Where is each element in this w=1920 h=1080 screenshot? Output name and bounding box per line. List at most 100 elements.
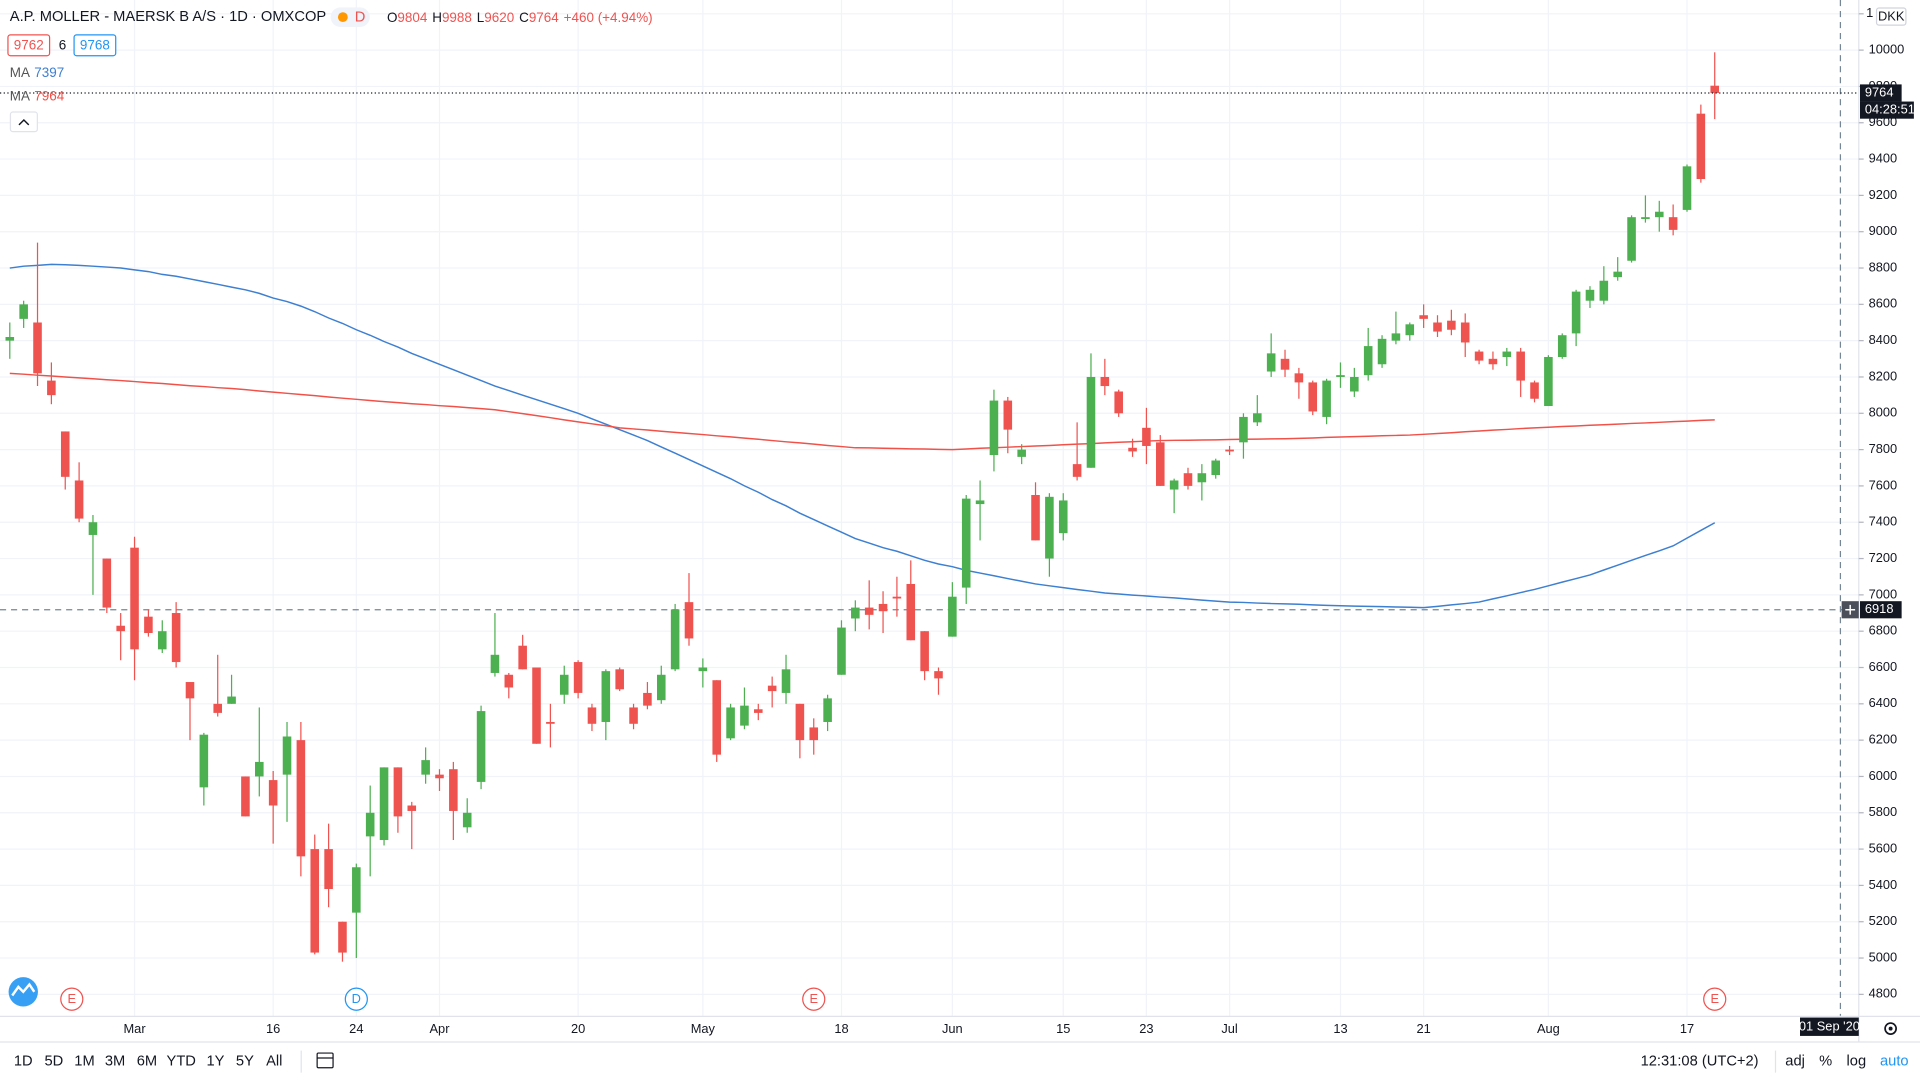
candle-body [490, 654, 500, 673]
badge[interactable] [330, 7, 370, 27]
candle-body [629, 707, 638, 724]
gear[interactable] [1884, 1022, 1897, 1035]
candle-body [1294, 373, 1304, 383]
candle-body [1613, 271, 1622, 278]
indicator-value: 7964 [34, 88, 64, 103]
logo-wave [11, 982, 36, 997]
candle-body [227, 696, 236, 704]
x-tick-label: 17 [1680, 1021, 1694, 1036]
candle-body [670, 609, 680, 670]
collapse-button[interactable] [9, 111, 38, 133]
candle-body [989, 400, 999, 456]
countdown-label: 04:28:51 [1865, 102, 1915, 117]
candle-body [1460, 322, 1470, 343]
legend: A.P. MOLLER - MAERSK B A/S · 1D · OMXCOP… [7, 7, 653, 133]
candle-body [296, 740, 306, 857]
symbol-title: A.P. MOLLER - MAERSK B A/S · 1D · OMXCOP [10, 9, 327, 25]
candle-body [1197, 473, 1207, 483]
candle-body [1391, 333, 1401, 341]
scale-option[interactable]: log [1847, 1054, 1867, 1070]
bid-box[interactable] [7, 34, 51, 57]
ohlc-label: H [432, 9, 442, 24]
axes: 4800 5000 5200 5400 5600 5800 6000 6200 6400 6600… [123, 5, 1914, 1036]
tradingview-logo [8, 977, 38, 1007]
x-tick-label: 23 [1139, 1021, 1153, 1036]
date-range-icon[interactable] [316, 1052, 334, 1069]
candle-body [1072, 464, 1082, 477]
candle-body [1336, 375, 1345, 377]
event-label: D [352, 991, 361, 1006]
y-tick-label: 5000 [1869, 949, 1898, 964]
y-tick-label: 4800 [1869, 986, 1898, 1001]
range-button[interactable]: 1D [14, 1054, 33, 1070]
candle-body [185, 682, 195, 699]
candle-body [767, 685, 777, 692]
y-tick-label: 5600 [1869, 840, 1898, 855]
candle-body [1599, 280, 1609, 301]
candle-body [310, 849, 320, 953]
y-tick-label: 7400 [1869, 514, 1898, 529]
settings-icon[interactable] [1884, 1022, 1897, 1035]
candle-body [559, 674, 569, 695]
candle-body [1516, 351, 1525, 381]
currency-box[interactable] [1875, 7, 1907, 26]
candle-body [809, 727, 819, 741]
scale-option[interactable]: % [1819, 1054, 1832, 1070]
candle-body [199, 734, 209, 788]
candle-body [74, 480, 84, 519]
ohlc-label: C [519, 9, 529, 24]
candle-body [920, 631, 929, 672]
y-tick-label: 7000 [1869, 586, 1898, 601]
range-button[interactable]: 1M [74, 1054, 94, 1070]
moving-average-line [9, 263, 1716, 609]
candle-body [1682, 166, 1692, 210]
event-marker[interactable] [802, 987, 826, 1011]
event-marker[interactable] [1703, 987, 1727, 1011]
price-tag [1860, 84, 1902, 102]
range-button[interactable]: 1Y [207, 1054, 225, 1070]
candle-body [504, 674, 514, 688]
range-button[interactable]: 5D [44, 1054, 63, 1070]
y-tick-label: 6200 [1869, 732, 1898, 747]
candle-body [823, 698, 832, 722]
y-tick-label: 7800 [1869, 441, 1898, 456]
x-tick-label: 15 [1056, 1021, 1070, 1036]
candle-body [1557, 335, 1567, 357]
range-button[interactable]: 5Y [236, 1054, 254, 1070]
ohlc-value: 9988 [442, 9, 472, 24]
currency: DKK [1878, 9, 1905, 24]
ask: 9768 [80, 37, 110, 52]
candle-body [864, 607, 874, 615]
candle-body [1363, 346, 1373, 376]
candle-body [656, 674, 666, 701]
ohlc-value: 9620 [484, 9, 514, 24]
candle-body [352, 867, 361, 913]
range-button[interactable]: 6M [137, 1054, 157, 1070]
range-button[interactable]: All [266, 1054, 282, 1070]
ohlc-value: 9764 [529, 9, 559, 24]
candle-body [615, 669, 624, 690]
candle-body [712, 680, 722, 755]
scale-option[interactable]: auto [1880, 1054, 1909, 1070]
candle-body [338, 921, 347, 953]
chevron-icon [18, 118, 30, 126]
candle-body [241, 776, 250, 817]
candle-body [1045, 496, 1054, 559]
candle-body [379, 767, 389, 841]
candle-body [546, 721, 555, 724]
range-button[interactable]: YTD [167, 1054, 196, 1070]
candle-body [587, 707, 597, 724]
y-tick-label: 8000 [1869, 405, 1898, 420]
event-label: E [809, 991, 818, 1006]
candle-body [393, 767, 403, 817]
y-tick-label: 8400 [1869, 332, 1898, 347]
candle-body [462, 812, 472, 828]
event-marker[interactable] [344, 987, 368, 1011]
candle-body [1585, 289, 1595, 301]
candle-body [1100, 376, 1110, 387]
x-tick-label: May [691, 1021, 716, 1036]
ask-box[interactable] [73, 34, 117, 57]
scale-option[interactable]: adj [1785, 1054, 1805, 1070]
event-marker[interactable] [60, 987, 84, 1011]
range-button[interactable]: 3M [105, 1054, 125, 1070]
